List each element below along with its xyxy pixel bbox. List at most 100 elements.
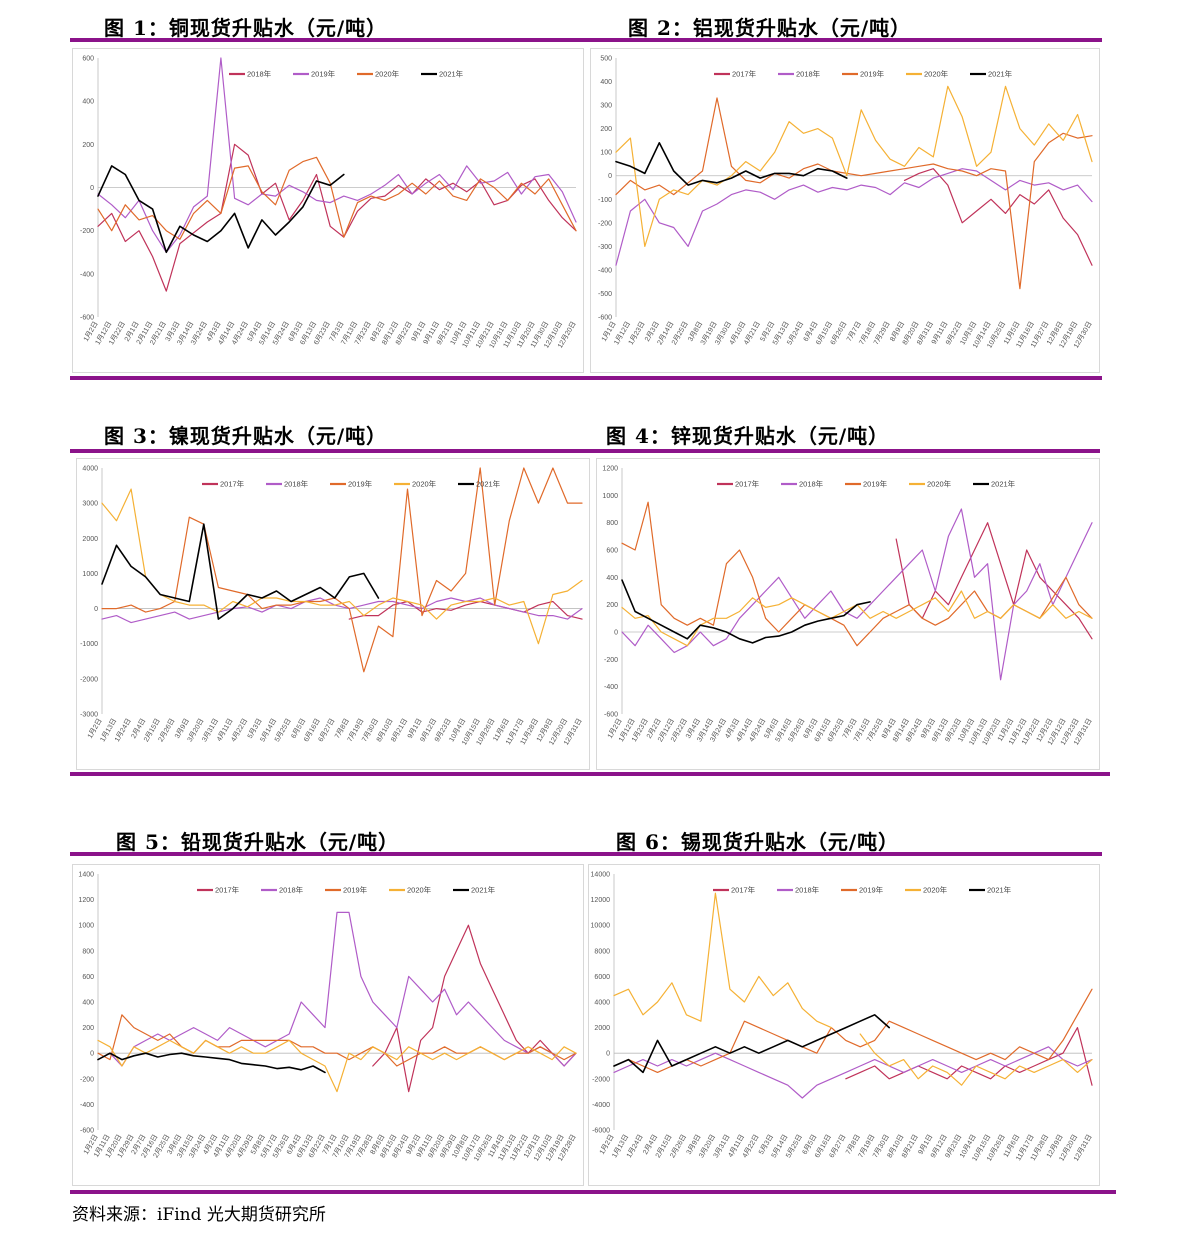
y-tick-label: -400 [80, 1102, 94, 1109]
y-tick-label: 0 [94, 606, 98, 613]
series-line [97, 1039, 577, 1093]
y-tick-label: 1400 [78, 872, 94, 879]
y-tick-label: 1000 [78, 923, 94, 930]
legend-label: 2019年 [859, 885, 884, 895]
legend-label: 2017年 [220, 479, 245, 489]
divider-bottom-row-3 [70, 1190, 1116, 1194]
chart-frame [588, 864, 1100, 1186]
y-tick-label: 1000 [602, 493, 618, 500]
series-line [613, 1014, 890, 1074]
legend-label: 2018年 [247, 69, 272, 79]
y-tick-label: 4000 [82, 466, 98, 473]
legend-label: 2020年 [375, 69, 400, 79]
y-tick-label: -100 [598, 197, 612, 204]
y-tick-label: 12000 [591, 897, 611, 904]
y-tick-label: -200 [80, 1076, 94, 1083]
y-tick-label: 200 [82, 1025, 94, 1032]
legend-label: 2020年 [927, 479, 952, 489]
y-tick-label: 1000 [82, 571, 98, 578]
legend-label: 2020年 [407, 885, 432, 895]
legend-label: 2020年 [412, 479, 437, 489]
series-line [97, 156, 577, 240]
divider-top-row-3 [70, 852, 1102, 856]
legend-label: 2018年 [799, 479, 824, 489]
chart-frame [72, 48, 584, 373]
legend-label: 2021年 [991, 479, 1016, 489]
series-line [101, 597, 583, 624]
y-tick-label: -2000 [80, 676, 98, 683]
series-line [97, 911, 577, 1067]
legend-label: 2017年 [731, 885, 756, 895]
legend-label: 2017年 [735, 479, 760, 489]
series-line [615, 168, 1093, 266]
y-tick-label: -500 [598, 291, 612, 298]
lead-basis-chart: 1400120010008006004002000-200-400-6001月2… [72, 864, 584, 1186]
legend-label: 2021年 [439, 69, 464, 79]
chart-2-title: 图 2：铝现货升贴水（元/吨） [628, 16, 912, 40]
series-line [97, 143, 577, 292]
zinc-basis-chart: 120010008006004002000-200-400-6001月2日1月1… [596, 458, 1100, 770]
chart-frame [590, 48, 1100, 373]
legend-label: 2019年 [348, 479, 373, 489]
tin-basis-chart: 14000 12000 10000 8000 6000 4000 2000 0 -2000 -40… [588, 864, 1100, 1186]
y-tick-label: 200 [600, 126, 612, 133]
legend-label: 2021年 [988, 69, 1013, 79]
y-tick-label: 400 [82, 1000, 94, 1007]
series-line [615, 85, 1093, 247]
legend-label: 2019年 [863, 479, 888, 489]
y-tick-label: 0 [606, 1051, 610, 1058]
y-tick-label: -600 [598, 315, 612, 322]
series-line [621, 579, 871, 644]
legend-label: 2018年 [279, 885, 304, 895]
legend-label: 2019年 [311, 69, 336, 79]
y-tick-label: 4000 [594, 1000, 610, 1007]
y-tick-label: -600 [80, 315, 94, 322]
y-tick-label: -400 [80, 271, 94, 278]
y-tick-label: 3000 [82, 501, 98, 508]
y-tick-label: 0 [614, 630, 618, 637]
y-tick-label: 10000 [591, 923, 611, 930]
y-tick-label: 1200 [602, 466, 618, 473]
y-tick-label: -200 [80, 228, 94, 235]
y-tick-label: 500 [600, 56, 612, 63]
y-tick-label: 0 [90, 1051, 94, 1058]
y-tick-label: 400 [600, 79, 612, 86]
y-tick-label: 400 [606, 575, 618, 582]
y-tick-label: 800 [82, 948, 94, 955]
y-tick-label: 800 [606, 520, 618, 527]
y-tick-label: 2000 [594, 1025, 610, 1032]
chart-1-title: 图 1：铜现货升贴水（元/吨） [104, 16, 388, 40]
series-line [615, 142, 848, 186]
chart-frame [76, 458, 590, 770]
y-tick-label: -4000 [592, 1102, 610, 1109]
legend-label: 2018年 [284, 479, 309, 489]
legend-label: 2020年 [923, 885, 948, 895]
series-line [895, 522, 1093, 640]
y-tick-label: 200 [606, 602, 618, 609]
y-tick-label: -3000 [80, 712, 98, 719]
y-tick-label: -6000 [592, 1128, 610, 1135]
y-tick-label: 600 [82, 974, 94, 981]
series-line [372, 924, 577, 1093]
source-note: 资料来源：iFind 光大期货研究所 [72, 1205, 326, 1225]
y-tick-label: 2000 [82, 536, 98, 543]
series-line [101, 488, 583, 645]
y-tick-label: 14000 [591, 872, 611, 879]
y-tick-label: 100 [600, 150, 612, 157]
y-tick-label: -200 [598, 220, 612, 227]
y-tick-label: 0 [90, 185, 94, 192]
nickel-basis-chart: 40003000200010000-1000-2000-30001月2日1月13… [76, 458, 590, 770]
divider-top-row-2 [70, 449, 1100, 453]
y-tick-label: -200 [604, 657, 618, 664]
copper-basis-chart: 6004002000-200-400-6001月2日1月12日1月22日2月1日… [72, 48, 584, 373]
y-tick-label: 200 [82, 142, 94, 149]
y-tick-label: -2000 [592, 1076, 610, 1083]
legend-label: 2018年 [795, 885, 820, 895]
chart-5-title: 图 5：铅现货升贴水（元/吨） [116, 830, 400, 854]
chart-3-title: 图 3：镍现货升贴水（元/吨） [104, 424, 388, 448]
chart-6-title: 图 6：锡现货升贴水（元/吨） [616, 830, 900, 854]
y-tick-label: -1000 [80, 641, 98, 648]
aluminum-basis-chart: 500 400 300 200 100 0 -100 -200 -300 -400 -500 -600… [590, 48, 1100, 373]
series-line [97, 165, 345, 254]
legend-label: 2019年 [860, 69, 885, 79]
